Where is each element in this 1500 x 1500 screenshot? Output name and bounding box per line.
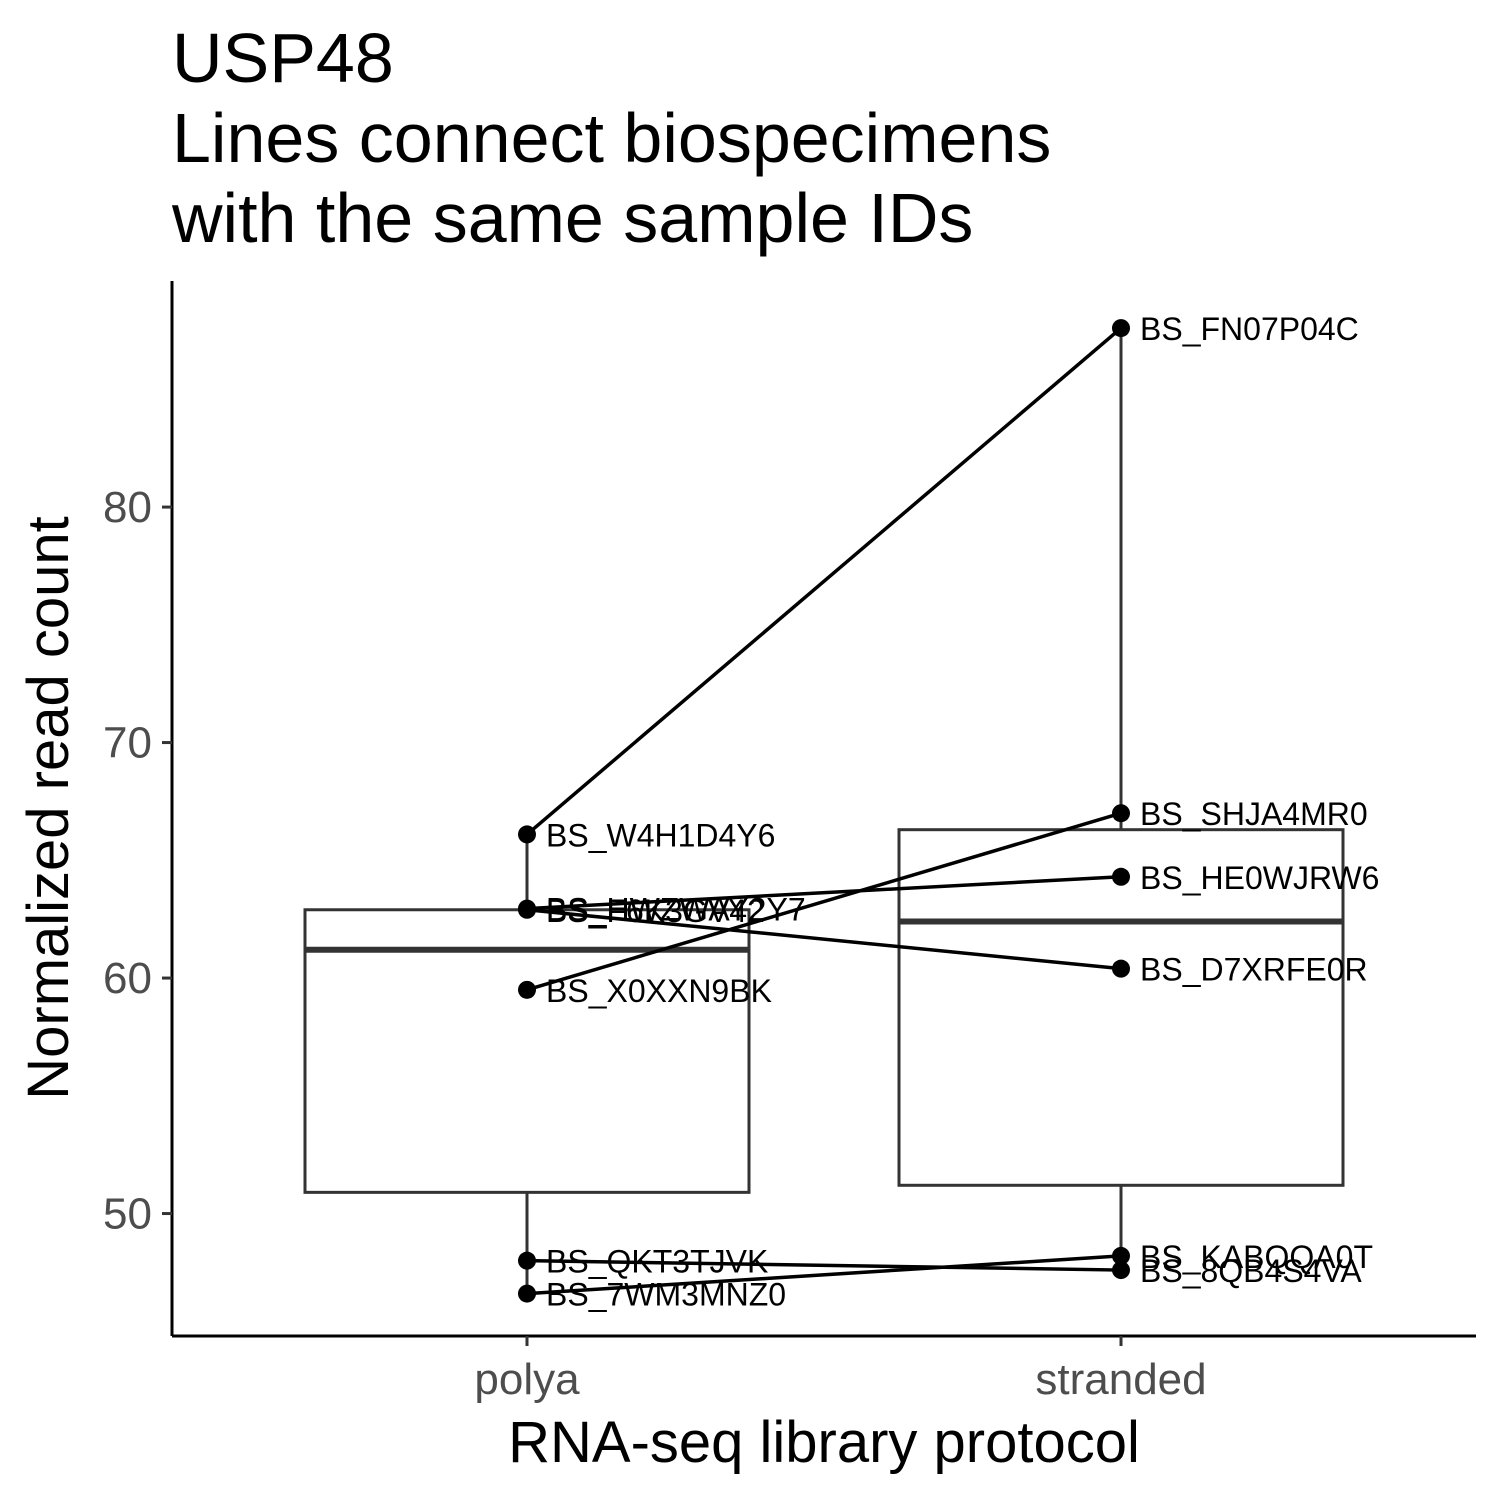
point-BS_X0XXN9BK — [518, 981, 536, 999]
point-label-BS_8QB4S4VA: BS_8QB4S4VA — [1140, 1253, 1362, 1289]
point-label-BS_FN07P04C: BS_FN07P04C — [1140, 311, 1359, 347]
point-BS_8QB4S4VA — [1112, 1261, 1130, 1279]
point-BS_7WM3MNZ0 — [518, 1285, 536, 1303]
point-label-BS_HE0WJRW6: BS_HE0WJRW6 — [1140, 860, 1379, 896]
y-tick-label-50: 50 — [103, 1190, 152, 1239]
point-label-BS_F6K3GV42: BS_F6K3GV42 — [546, 893, 765, 929]
x-tick-label-stranded: stranded — [1035, 1355, 1206, 1404]
point-label-BS_W4H1D4Y6: BS_W4H1D4Y6 — [546, 817, 775, 853]
point-label-BS_SHJA4MR0: BS_SHJA4MR0 — [1140, 796, 1368, 832]
point-label-BS_X0XXN9BK: BS_X0XXN9BK — [546, 973, 772, 1009]
point-label-BS_D7XRFE0R: BS_D7XRFE0R — [1140, 952, 1368, 988]
y-tick-label-80: 80 — [103, 483, 152, 532]
x-axis-title: RNA-seq library protocol — [508, 1410, 1140, 1475]
point-BS_HE0WJRW6 — [1112, 868, 1130, 886]
point-BS_FN07P04C — [1112, 319, 1130, 337]
y-axis-title: Normalized read count — [16, 516, 81, 1100]
point-label-BS_7WM3MNZ0: BS_7WM3MNZ0 — [546, 1277, 786, 1313]
point-label-BS_QKT3TJVK: BS_QKT3TJVK — [546, 1244, 768, 1280]
point-BS_F6K3GV42 — [518, 901, 536, 919]
y-tick-label-70: 70 — [103, 719, 152, 768]
y-tick-label-60: 60 — [103, 954, 152, 1003]
connection-line-BS_W4H1D4Y6-BS_FN07P04C — [527, 328, 1121, 834]
point-BS_SHJA4MR0 — [1112, 804, 1130, 822]
x-tick-label-polya: polya — [474, 1355, 580, 1404]
point-BS_D7XRFE0R — [1112, 960, 1130, 978]
point-BS_QKT3TJVK — [518, 1252, 536, 1270]
point-BS_W4H1D4Y6 — [518, 825, 536, 843]
